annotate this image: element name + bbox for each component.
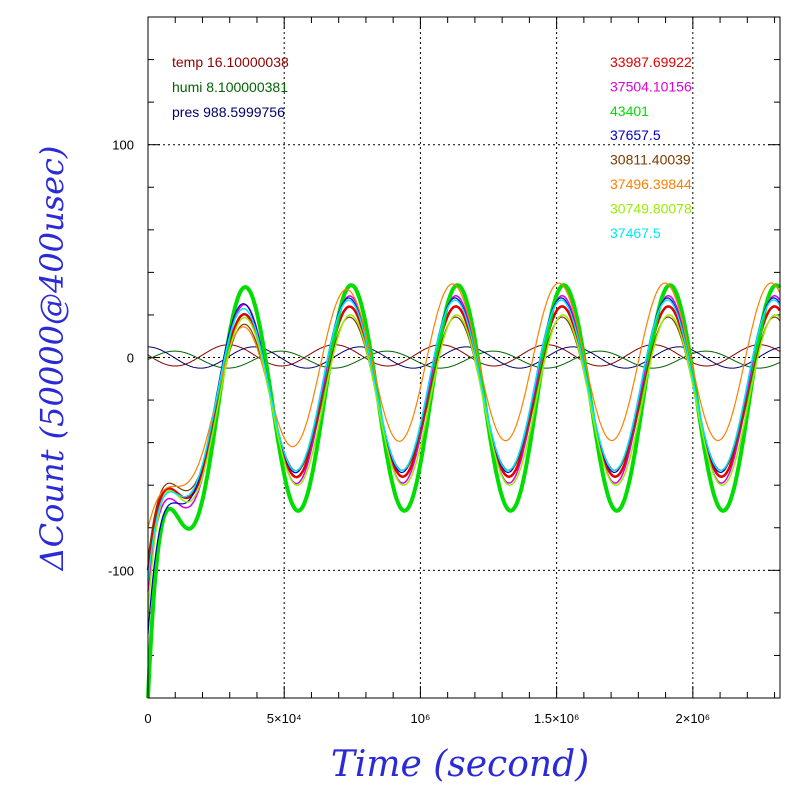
env-line-pres	[148, 346, 780, 369]
grid-lines	[148, 17, 780, 698]
plot-frame	[147, 16, 781, 699]
series-legend-item: 30749.80078	[610, 200, 692, 216]
env-legend-item: temp 16.10000038	[172, 54, 289, 70]
series-line	[147, 282, 781, 528]
series-legend-item: 30811.40039	[610, 152, 691, 168]
y-tick-label: 0	[127, 351, 134, 366]
env-legend-item: humi 8.100000381	[172, 79, 288, 95]
env-line-temp	[147, 344, 780, 367]
series-line	[146, 283, 782, 699]
environment-series	[147, 344, 780, 369]
series-legend-item: 37496.39844	[610, 176, 692, 192]
x-tick-label: 1.5×10⁶	[534, 711, 579, 726]
y-tick-label: -100	[108, 563, 134, 578]
x-tick-label: 2×10⁶	[676, 711, 711, 726]
x-axis-title: Time (second)	[331, 744, 589, 785]
y-axis-title: ΔCount (50000@400usec)	[33, 146, 71, 573]
x-tick-label: 5×10⁴	[267, 711, 302, 726]
series-legend-item: 37467.5	[610, 225, 661, 241]
count-series	[146, 282, 782, 699]
env-legend-item: pres 988.5999756	[172, 104, 285, 120]
series-line	[147, 299, 781, 582]
x-tick-label: 10⁶	[411, 711, 431, 726]
y-tick-label: 100	[112, 138, 134, 153]
series-legend: 33987.69922 37504.10156 43401 37657.5 30811.…	[610, 54, 692, 241]
series-legend-item: 33987.69922	[610, 54, 692, 70]
series-legend-item: 43401	[610, 103, 649, 119]
series-line	[147, 314, 781, 613]
series-line	[146, 305, 781, 571]
series-line	[147, 316, 781, 560]
tick-labels: 0 5×10⁴ 10⁶ 1.5×10⁶ 2×10⁶ 100 0 -100	[108, 138, 710, 726]
series-legend-item: 37504.10156	[610, 78, 692, 94]
series-legend-item: 37657.5	[610, 127, 661, 143]
x-tick-label: 0	[144, 711, 151, 726]
env-line-humi	[147, 350, 780, 369]
environment-legend: temp 16.10000038 humi 8.100000381 pres 988…	[172, 54, 289, 120]
